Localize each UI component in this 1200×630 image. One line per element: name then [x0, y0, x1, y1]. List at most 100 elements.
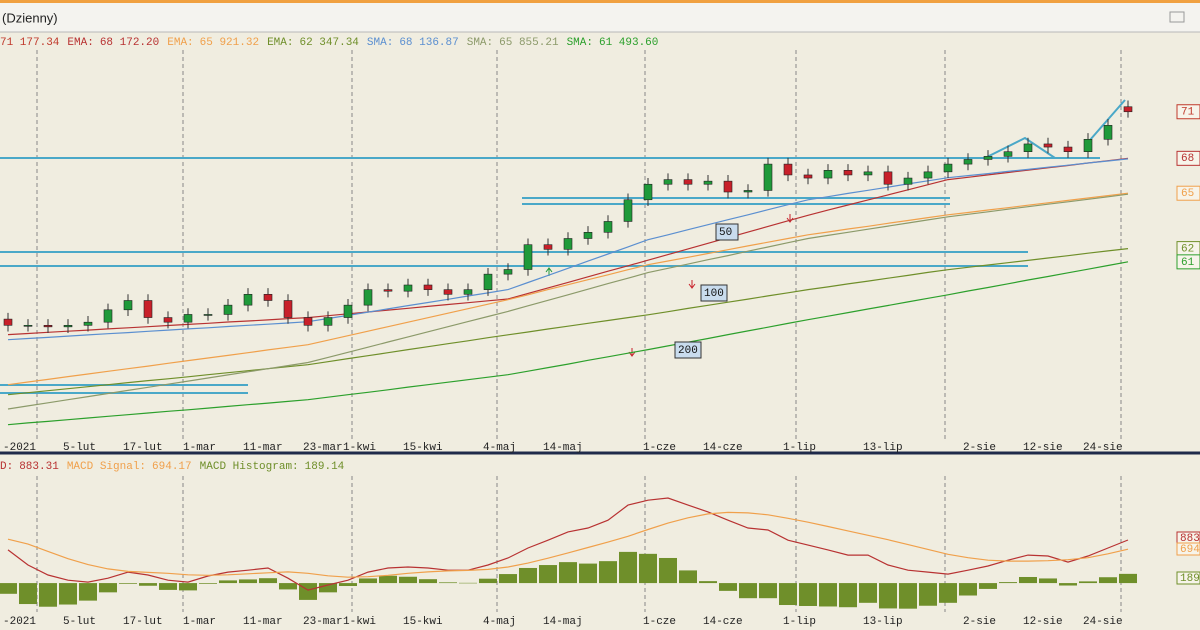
histogram-bar: [619, 551, 637, 584]
x-tick-label: 4-maj: [483, 442, 516, 454]
legend: 71 177.34 EMA: 68 172.20 EMA: 65 921.32 EMA: 6…: [0, 37, 658, 49]
x-tick-label: 1-mar: [183, 616, 216, 628]
candle-body: [643, 183, 653, 201]
candle-body: [503, 269, 513, 275]
x-tick-label: 13-lip: [863, 616, 903, 628]
x-tick-label: 17-lut: [123, 442, 163, 454]
histogram-bar: [939, 583, 957, 603]
histogram-bar: [199, 583, 217, 584]
indicator-line: [7, 248, 1129, 396]
x-tick-label: 5-lut: [63, 616, 96, 628]
close-icon[interactable]: [1169, 11, 1185, 23]
legend-name: SMA:: [567, 37, 593, 49]
end-label: 189: [1180, 573, 1200, 585]
close-value: 71 177.34: [0, 37, 60, 49]
candle-body: [943, 163, 953, 173]
candle-body: [583, 232, 593, 239]
candle-body: [683, 179, 693, 185]
candle-body: [43, 324, 53, 328]
histogram-bar: [139, 583, 157, 586]
x-tick-label: 2-sie: [963, 442, 996, 454]
histogram-bar: [499, 574, 517, 584]
histogram-bar: [719, 583, 737, 591]
candle-body: [1003, 151, 1013, 157]
annotation-box: [674, 341, 702, 359]
candle-body: [563, 238, 573, 250]
indicator-line: [7, 158, 1129, 341]
indicator-line: [7, 192, 1129, 386]
candle-body: [783, 163, 793, 176]
candle-body: [543, 244, 553, 250]
candle-body: [1043, 143, 1053, 148]
histogram-bar: [59, 583, 77, 605]
end-label-box: [1176, 150, 1200, 166]
legend-name: EMA:: [267, 37, 293, 49]
candle-body: [143, 300, 153, 318]
candle-body: [23, 324, 33, 327]
x-tick-label: 1-mar: [183, 442, 216, 454]
histogram-bar: [899, 583, 917, 609]
histogram-bar: [1039, 578, 1057, 584]
histogram-bar: [599, 561, 617, 584]
histogram-bar: [39, 583, 57, 607]
histogram-bar: [339, 583, 357, 587]
x-tick-label: 1-lip: [783, 616, 816, 628]
legend-value: 68 172.20: [100, 37, 159, 49]
histogram-bar: [319, 583, 337, 593]
legend-value: 61 493.60: [599, 37, 658, 49]
x-tick-label: 4-maj: [483, 616, 516, 628]
candle-body: [663, 179, 673, 185]
indicator-line: [7, 193, 1129, 410]
histogram-bar: [859, 583, 877, 603]
histogram-bar: [519, 567, 537, 584]
histogram-bar: [779, 583, 797, 606]
histogram-bar: [159, 583, 177, 590]
end-label-box: [1176, 254, 1200, 270]
histogram-bar: [559, 562, 577, 584]
macd-line: [7, 511, 1129, 578]
end-label: 883: [1180, 533, 1200, 545]
end-label: 68: [1181, 153, 1194, 165]
histogram-bar: [799, 583, 817, 606]
x-tick-label: 23-mar: [303, 442, 343, 454]
legend-value: 65 855.21: [499, 37, 559, 49]
indicator-line: [7, 157, 1129, 336]
x-tick-label: -2021: [3, 616, 36, 628]
close-button[interactable]: [1169, 11, 1185, 23]
histogram-bar: [259, 578, 277, 584]
histogram-bar: [759, 583, 777, 599]
histogram-bar: [959, 583, 977, 596]
candle-body: [923, 171, 933, 179]
candle-body: [263, 293, 273, 301]
candle-body: [963, 159, 973, 165]
annotation: 100: [704, 288, 724, 300]
end-label-box: [1176, 571, 1200, 585]
histogram-bar: [919, 583, 937, 606]
candle-body: [403, 284, 413, 292]
legend-value: 65 921.32: [200, 37, 259, 49]
annotation: 200: [678, 345, 698, 357]
histogram-bar: [399, 576, 417, 584]
legend-name: SMA:: [367, 37, 393, 49]
x-tick-label: 24-sie: [1083, 442, 1123, 454]
legend-name: EMA:: [167, 37, 193, 49]
candle-body: [223, 304, 233, 315]
candle-body: [803, 174, 813, 179]
annotation: 50: [719, 227, 732, 239]
indicator-line: [7, 261, 1129, 426]
candle-body: [283, 300, 293, 318]
candle-body: [243, 293, 253, 306]
x-tick-label: 1-kwi: [343, 442, 376, 454]
histogram-bar: [979, 583, 997, 589]
annotation-box: [700, 284, 728, 302]
histogram-bar: [639, 553, 657, 584]
drawn-levels: [0, 99, 1126, 394]
x-tick-label: 17-lut: [123, 616, 163, 628]
legend-value: 694.17: [152, 461, 192, 473]
histogram-bar: [679, 570, 697, 584]
histogram-bar: [999, 582, 1017, 584]
x-tick-label: 1-lip: [783, 442, 816, 454]
histogram-bar: [239, 579, 257, 584]
x-tick-label: 14-maj: [543, 616, 583, 628]
